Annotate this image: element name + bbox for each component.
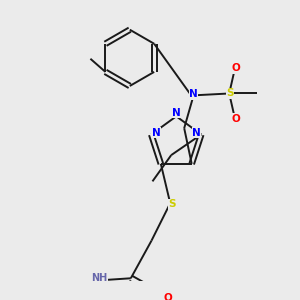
Text: O: O <box>164 293 173 300</box>
Text: N: N <box>192 128 201 138</box>
Text: N: N <box>152 128 160 138</box>
Text: N: N <box>172 108 181 118</box>
Text: O: O <box>231 114 240 124</box>
Text: S: S <box>168 199 176 209</box>
Text: N: N <box>189 89 198 99</box>
Text: S: S <box>226 88 234 98</box>
Text: NH: NH <box>91 273 107 283</box>
Text: O: O <box>231 63 240 73</box>
